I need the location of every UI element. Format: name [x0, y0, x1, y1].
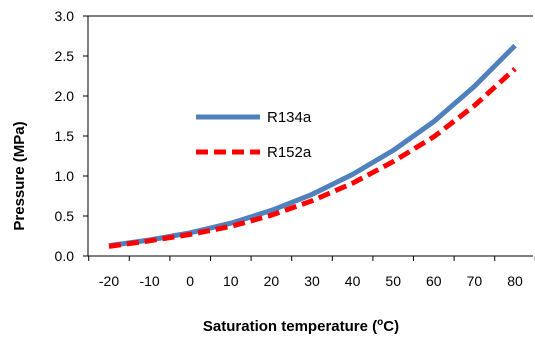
y-axis-title: Pressure (MPa) — [11, 121, 28, 230]
legend-label-r134a: R134a — [267, 109, 312, 126]
y-tick-label: 2.0 — [55, 88, 75, 104]
x-tick-label: 30 — [304, 273, 320, 289]
x-axis-ticks: -20 -10 0 10 20 30 40 50 60 70 80 — [88, 256, 535, 289]
x-tick-label: 40 — [345, 273, 361, 289]
y-tick-label: 0.5 — [55, 208, 75, 224]
x-tick-label: 80 — [507, 273, 523, 289]
x-tick-label: -20 — [99, 273, 119, 289]
y-tick-label: 3.0 — [55, 8, 75, 24]
x-tick-label: 70 — [467, 273, 483, 289]
series-line-r152a — [108, 66, 517, 249]
series-lines — [108, 43, 517, 249]
y-tick-label: 1.5 — [55, 128, 75, 144]
y-axis-ticks: 0.0 0.5 1.0 1.5 2.0 2.5 3.0 — [55, 8, 88, 264]
x-tick-label: 50 — [385, 273, 401, 289]
x-tick-label: 10 — [223, 273, 239, 289]
y-tick-label: 1.0 — [55, 168, 75, 184]
legend-label-r152a: R152a — [267, 144, 312, 161]
y-tick-label: 2.5 — [55, 48, 75, 64]
x-tick-label: 20 — [264, 273, 280, 289]
x-tick-label: -10 — [139, 273, 159, 289]
x-tick-label: 0 — [186, 273, 194, 289]
x-axis-title-superscript: o — [377, 317, 383, 328]
y-tick-label: 0.0 — [55, 248, 75, 264]
legend: R134a R152a — [196, 109, 312, 161]
series-line-r134a — [108, 43, 517, 249]
plot-frame — [87, 15, 533, 257]
x-axis-title: Saturation temperature (oC) — [203, 317, 399, 335]
x-axis-title-suffix: C) — [383, 318, 399, 335]
x-tick-label: 60 — [426, 273, 442, 289]
x-axis-title-main: Saturation temperature ( — [203, 318, 377, 335]
